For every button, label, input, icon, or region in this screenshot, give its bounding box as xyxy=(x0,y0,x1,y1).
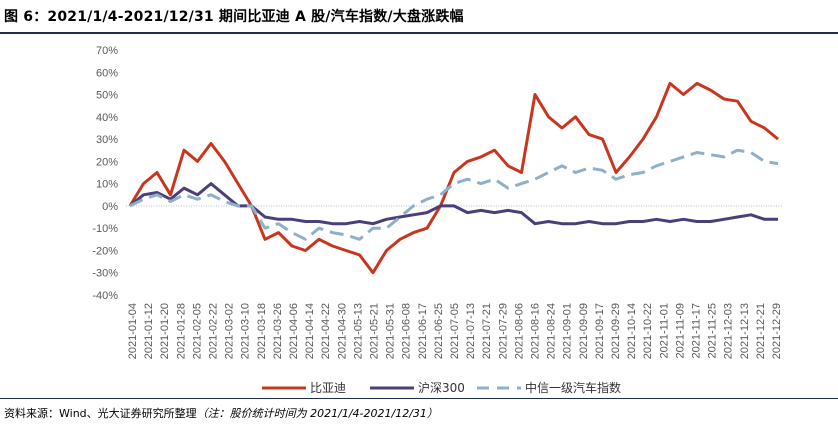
x-tick-label: 2021-12-21 xyxy=(755,303,767,359)
x-tick-label: 2021-02-05 xyxy=(191,303,203,359)
x-tick-label: 2021-01-28 xyxy=(175,303,187,359)
y-tick-label: 40% xyxy=(96,112,118,124)
y-tick-label: 10% xyxy=(96,179,118,191)
source-text: 资料来源：Wind、光大证券研究所整理 xyxy=(4,407,197,420)
y-tick-label: 30% xyxy=(96,134,118,146)
x-tick-label: 2021-03-26 xyxy=(272,303,284,359)
x-tick-label: 2021-09-09 xyxy=(578,303,590,359)
x-tick-label: 2021-05-13 xyxy=(352,303,364,359)
legend: 比亚迪 沪深300 中信一级汽车指数 xyxy=(262,380,621,395)
x-tick-label: 2021-07-21 xyxy=(481,303,493,359)
x-tick-label: 2021-09-17 xyxy=(594,303,606,359)
series-line-1 xyxy=(128,81,779,275)
x-tick-label: 2021-07-29 xyxy=(497,303,509,359)
x-tick-label: 2021-12-29 xyxy=(771,303,783,359)
y-tick-label: 0% xyxy=(102,201,118,213)
x-tick-label: 2021-11-25 xyxy=(707,303,719,358)
y-tick-label: -40% xyxy=(92,290,118,302)
x-tick-label: 2021-04-14 xyxy=(304,303,316,359)
figure-title: 图 6：2021/1/4-2021/12/31 期间比亚迪 A 股/汽车指数/大… xyxy=(4,9,464,25)
x-tick-label: 2021-11-09 xyxy=(674,303,686,358)
x-tick-label: 2021-05-21 xyxy=(369,303,381,359)
x-tick-label: 2021-04-30 xyxy=(336,303,348,359)
x-tick-label: 2021-01-12 xyxy=(143,303,155,359)
x-tick-label: 2021-03-10 xyxy=(240,303,252,359)
x-tick-label: 2021-12-03 xyxy=(723,303,735,359)
x-tick-label: 2021-04-06 xyxy=(288,303,300,359)
y-tick-label: -10% xyxy=(92,223,118,235)
y-axis: 70% 60% 50% 40% 30% 20% 10% 0% -10% -20% -30% -40% xyxy=(92,45,782,302)
y-tick-label: -20% xyxy=(92,245,118,257)
x-tick-label: 2021-01-20 xyxy=(159,303,171,359)
x-tick-label: 2021-08-24 xyxy=(546,303,558,359)
x-tick-label: 2021-02-22 xyxy=(208,303,220,359)
x-tick-label: 2021-06-08 xyxy=(401,303,413,359)
x-tick-label: 2021-08-06 xyxy=(513,303,525,359)
y-tick-label: -30% xyxy=(92,268,118,280)
x-tick-label: 2021-11-01 xyxy=(658,303,670,358)
x-tick-label: 2021-10-14 xyxy=(626,303,638,359)
x-tick-label: 2021-10-22 xyxy=(642,303,654,359)
x-tick-label: 2021-07-13 xyxy=(465,303,477,359)
title-rule xyxy=(0,32,838,34)
source-rule xyxy=(0,398,838,399)
x-tick-label: 2021-07-05 xyxy=(449,303,461,359)
y-tick-label: 70% xyxy=(96,45,118,57)
y-tick-label: 50% xyxy=(96,90,118,102)
y-tick-label: 20% xyxy=(96,156,118,168)
x-tick-label: 2021-01-04 xyxy=(127,303,139,359)
legend-label: 比亚迪 xyxy=(310,381,346,395)
x-tick-label: 2021-03-18 xyxy=(256,303,268,359)
x-tick-label: 2021-05-31 xyxy=(385,303,397,359)
x-tick-label: 2021-04-22 xyxy=(320,303,332,359)
x-tick-label: 2021-12-13 xyxy=(739,303,751,359)
legend-label: 中信一级汽车指数 xyxy=(525,380,621,395)
series-layer xyxy=(128,81,779,275)
series-line-3 xyxy=(129,148,779,241)
legend-label: 沪深300 xyxy=(418,381,465,395)
x-tick-label: 2021-06-25 xyxy=(433,303,445,359)
source-line: 资料来源：Wind、光大证券研究所整理（注：股价统计时间为 2021/1/4-2… xyxy=(4,405,438,421)
x-tick-label: 2021-08-16 xyxy=(530,303,542,359)
x-tick-label: 2021-03-02 xyxy=(224,303,236,359)
x-tick-label: 2021-09-29 xyxy=(610,303,622,359)
x-tick-label: 2021-11-17 xyxy=(691,303,703,358)
source-note: （注：股价统计时间为 2021/1/4-2021/12/31） xyxy=(196,407,438,420)
y-tick-label: 60% xyxy=(96,67,118,79)
x-tick-label: 2021-09-01 xyxy=(562,303,574,359)
x-axis: 2021-01-04 2021-01-12 2021-01-20 2021-01-28… xyxy=(127,303,783,359)
x-tick-label: 2021-06-17 xyxy=(417,303,429,359)
